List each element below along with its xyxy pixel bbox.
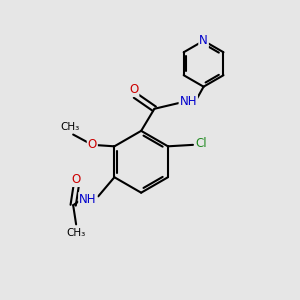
Text: CH₃: CH₃ (67, 228, 86, 238)
Text: NH: NH (79, 193, 97, 206)
Text: O: O (129, 83, 138, 96)
Text: NH: NH (179, 95, 197, 108)
Text: N: N (199, 34, 208, 47)
Text: O: O (71, 173, 81, 186)
Text: CH₃: CH₃ (61, 122, 80, 132)
Text: O: O (88, 138, 97, 151)
Text: Cl: Cl (195, 137, 207, 150)
